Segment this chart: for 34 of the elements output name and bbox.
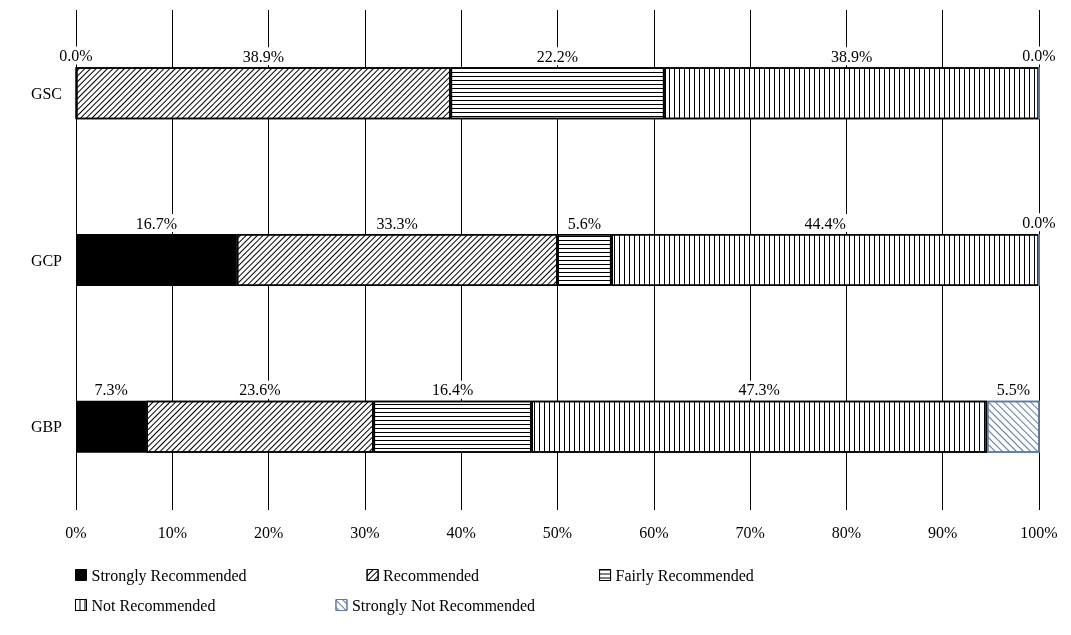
legend-label: Strongly Recommended bbox=[91, 566, 247, 585]
data-label: 0.0% bbox=[59, 47, 93, 65]
legend-label: Not Recommended bbox=[91, 596, 216, 614]
data-label: 7.3% bbox=[94, 381, 128, 399]
data-label: 5.6% bbox=[567, 214, 602, 232]
legend-label: Fairly Recommended bbox=[615, 566, 754, 585]
data-label: 23.6% bbox=[239, 381, 281, 399]
data-label: 16.4% bbox=[431, 381, 474, 399]
x-tick-label: 90% bbox=[928, 523, 958, 541]
x-tick-label: 10% bbox=[157, 523, 187, 541]
y-tick-label: GSC bbox=[30, 84, 62, 102]
data-label: 16.7% bbox=[135, 214, 178, 232]
data-label: 38.9% bbox=[242, 47, 284, 65]
x-tick-label: 40% bbox=[446, 523, 476, 541]
legend-label: Recommended bbox=[383, 566, 480, 584]
x-tick-label: 30% bbox=[350, 523, 380, 541]
data-label: 33.3% bbox=[376, 214, 418, 232]
x-tick-label: 20% bbox=[253, 523, 284, 541]
y-tick-label: GCP bbox=[30, 251, 63, 269]
data-label: 0.0% bbox=[1022, 213, 1056, 231]
data-label: 22.2% bbox=[536, 47, 579, 65]
x-tick-label: 60% bbox=[639, 523, 669, 541]
legend-label: Strongly Not Recommended bbox=[351, 596, 536, 615]
x-tick-label: 0% bbox=[65, 523, 87, 541]
x-tick-label: 50% bbox=[542, 523, 573, 541]
x-tick-label: 70% bbox=[735, 523, 765, 541]
x-tick-label: 80% bbox=[831, 523, 862, 541]
data-label: 5.5% bbox=[996, 381, 1031, 399]
x-tick-label: 100% bbox=[1020, 523, 1058, 541]
data-label: 0.0% bbox=[1022, 47, 1056, 65]
y-tick-label: GBP bbox=[30, 418, 63, 436]
data-label: 38.9% bbox=[831, 47, 873, 65]
data-label: 47.3% bbox=[738, 381, 780, 399]
data-label: 44.4% bbox=[804, 214, 846, 232]
